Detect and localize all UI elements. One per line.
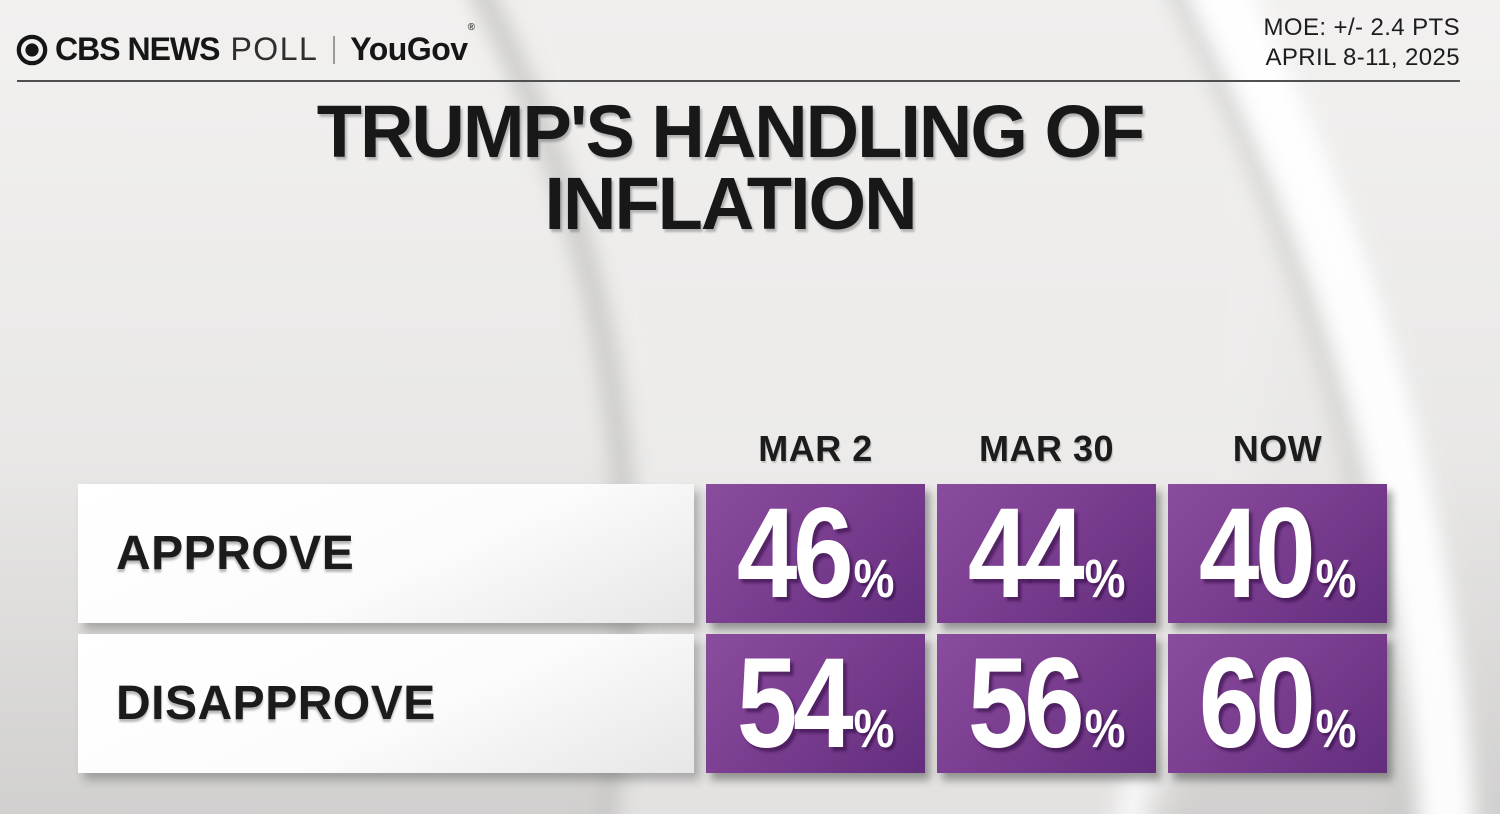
registered-mark: ® [467, 22, 475, 33]
brand-poll: POLL [230, 31, 319, 67]
poll-table: MAR 2 MAR 30 NOW APPROVE 46% 44% 40% DIS… [78, 427, 1387, 775]
row-label-approve: APPROVE [78, 484, 694, 623]
value-cell-disapprove-mar2: 54% [706, 632, 925, 775]
value-number: 46 [736, 482, 854, 625]
value-number: 60 [1198, 632, 1316, 775]
cbs-eye-icon [16, 34, 48, 65]
percent-sign: % [1315, 699, 1357, 759]
moe-line: MOE: +/- 2.4 PTS [1263, 14, 1460, 41]
value-cell-disapprove-mar30: 56% [937, 632, 1156, 775]
brand-cbs-news: CBS NEWS [55, 31, 220, 67]
column-header-mar2: MAR 2 [758, 428, 873, 469]
percent-sign: % [853, 549, 895, 609]
page-title: TRUMP'S HANDLING OF INFLATION [0, 95, 1460, 241]
date-line: APRIL 8-11, 2025 [1265, 44, 1460, 71]
value-number: 56 [967, 632, 1085, 775]
percent-sign: % [1084, 549, 1126, 609]
value-cell-approve-mar2: 46% [706, 482, 925, 625]
column-header-mar30: MAR 30 [978, 428, 1115, 469]
brand-yougov: YouGov® [350, 22, 475, 67]
value-number: 44 [967, 482, 1085, 625]
value-number: 40 [1198, 482, 1316, 625]
percent-sign: % [1084, 699, 1126, 759]
percent-sign: % [853, 699, 895, 759]
brand-separator [333, 35, 336, 64]
percent-sign: % [1315, 549, 1357, 609]
row-label-disapprove: DISAPPROVE [78, 634, 694, 773]
header-divider [17, 80, 1460, 82]
value-number: 54 [736, 632, 854, 775]
value-cell-approve-now: 40% [1168, 482, 1387, 625]
value-cell-disapprove-now: 60% [1168, 632, 1387, 775]
brand: CBS NEWS POLL YouGov® [16, 22, 475, 68]
moe-info: MOE: +/- 2.4 PTS APRIL 8-11, 2025 [1264, 13, 1460, 73]
title-line-1: TRUMP'S HANDLING OF [316, 90, 1145, 173]
title-line-2: INFLATION [544, 162, 917, 245]
header-spacer [78, 427, 694, 473]
column-header-now: NOW [1232, 428, 1323, 469]
value-cell-approve-mar30: 44% [937, 482, 1156, 625]
